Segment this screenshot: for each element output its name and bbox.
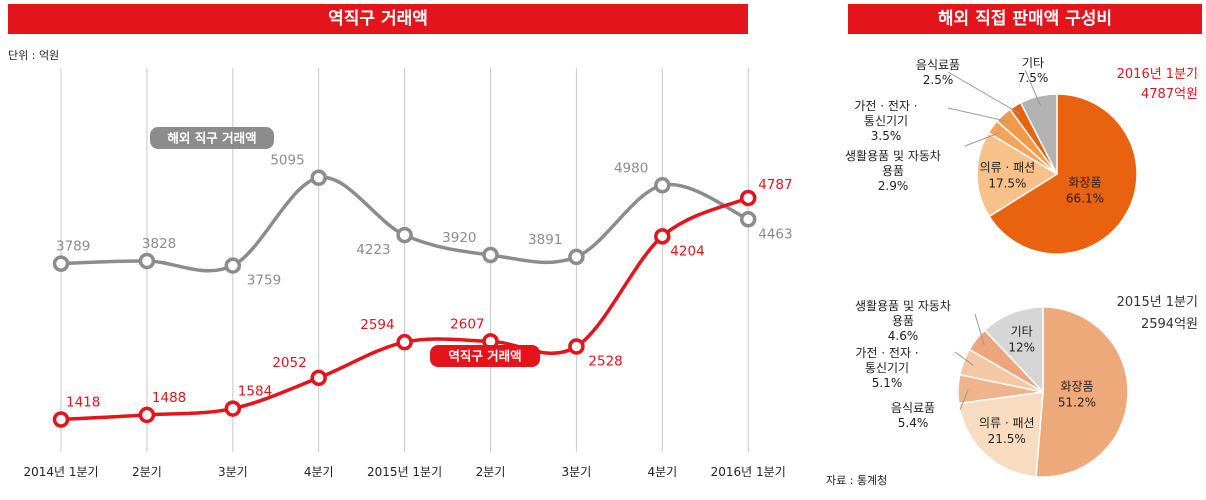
- data-point: [739, 189, 757, 207]
- data-label: 5095: [270, 153, 304, 169]
- pie1-slice-value: 17.5%: [988, 176, 1026, 190]
- pie1-slice: [976, 131, 1059, 218]
- data-point: [52, 411, 70, 428]
- pie1-slice-value: 2.5%: [923, 73, 954, 87]
- data-label: 3920: [442, 230, 476, 246]
- data-point: [654, 177, 671, 194]
- pie1-leader: [947, 107, 1010, 123]
- x-tick-label: 2분기: [476, 465, 506, 479]
- pie1-slice-value: 3.5%: [871, 129, 902, 143]
- pie2-total: 2594억원: [1141, 317, 1198, 332]
- data-label: 3789: [56, 239, 90, 255]
- pie2-leader: [954, 351, 974, 366]
- pie2-slice-value: 5.4%: [898, 416, 929, 430]
- source-label: 자료 : 통계청: [826, 474, 888, 487]
- data-point: [138, 252, 156, 270]
- x-tick-label: 4분기: [647, 465, 677, 479]
- pie1-slice-label: 생활용품 및 자동차: [845, 149, 941, 163]
- x-tick-label: 2015년 1분기: [367, 465, 442, 479]
- pie2-slice: [957, 391, 1044, 478]
- pie1-slice-value: 66.1%: [1066, 192, 1104, 206]
- x-tick-label: 3분기: [218, 465, 248, 479]
- pie2-slice-label: 기타: [1011, 324, 1033, 338]
- pie1-slice: [988, 93, 1138, 255]
- data-point: [739, 211, 757, 228]
- data-label: 2594: [360, 317, 394, 333]
- pie2-slice-value: 5.1%: [872, 376, 903, 390]
- pie1-slice-label: 통신기기: [864, 114, 908, 128]
- data-label: 3828: [142, 236, 176, 252]
- pie2-slice-label: 의류 · 패션: [979, 416, 1035, 430]
- pie2-slice-value: 12%: [1008, 340, 1035, 354]
- pie2-slice-label: 용품: [892, 314, 914, 328]
- data-point: [396, 333, 413, 351]
- data-label: 2607: [450, 316, 484, 332]
- series-tag-red: 역직구 거래액: [448, 349, 521, 364]
- pie1-slice-label: 의류 · 패션: [980, 160, 1036, 174]
- data-label: 3891: [528, 232, 562, 248]
- pie2-slice-label: 통신기기: [865, 361, 909, 375]
- pie2-slice-value: 4.6%: [888, 329, 919, 343]
- pie2-slice-label: 화장품: [1060, 379, 1093, 393]
- data-label: 4204: [670, 243, 704, 259]
- pie-chart-title: 해외 직접 판매액 구성비: [848, 4, 1202, 34]
- pie2-slice: [1035, 306, 1129, 478]
- pie2-slice-label: 음식료품: [891, 401, 935, 415]
- pie1-leader: [947, 71, 1021, 115]
- unit-label: 단위 : 억원: [8, 49, 60, 62]
- data-point: [224, 400, 242, 417]
- line-chart-title: 역직구 거래액: [8, 4, 748, 34]
- data-point: [654, 228, 671, 245]
- data-label: 2528: [588, 354, 622, 370]
- pie2-slice: [983, 306, 1044, 394]
- data-label: 4980: [614, 160, 648, 176]
- pie2-leader: [959, 389, 969, 411]
- data-label: 2052: [272, 355, 306, 371]
- data-label: 4463: [758, 226, 792, 242]
- x-tick-label: 2분기: [132, 465, 162, 479]
- pie2-slice-value: 51.2%: [1058, 395, 1096, 409]
- pie1-slice-label: 용품: [882, 164, 904, 178]
- series-tag-gray-box: [150, 127, 274, 149]
- pie1-slice-value: 7.5%: [1018, 71, 1049, 85]
- x-tick-label: 2016년 1분기: [711, 465, 786, 479]
- data-point: [224, 257, 242, 274]
- x-tick-label: 4분기: [304, 465, 334, 479]
- pie1-leader: [1024, 69, 1042, 106]
- data-point: [568, 338, 585, 355]
- data-point: [310, 369, 327, 387]
- pie1-slice-value: 2.9%: [878, 179, 909, 193]
- pie2-period: 2015년 1분기: [1117, 295, 1198, 310]
- pie1-leader: [964, 131, 1001, 147]
- pie2-leader: [974, 313, 985, 346]
- x-tick-label: 3분기: [562, 465, 592, 479]
- pie2-slice-value: 21.5%: [988, 432, 1026, 446]
- series-tag-red-box: [430, 345, 540, 367]
- data-point: [482, 246, 499, 264]
- data-label: 3759: [247, 273, 281, 289]
- x-tick-label: 2014년 1분기: [23, 465, 98, 479]
- data-point: [138, 406, 156, 424]
- data-point: [310, 169, 327, 186]
- data-label: 1418: [66, 395, 100, 411]
- data-point: [568, 248, 585, 266]
- data-label: 1488: [152, 390, 186, 406]
- pie1-slice-label: 기타: [1022, 56, 1044, 70]
- data-point: [396, 226, 413, 244]
- series-tag-gray: 해외 직구 거래액: [167, 131, 256, 146]
- pie1-total: 4787억원: [1141, 87, 1198, 102]
- pie2-slice-label: 생활용품 및 자동차: [855, 299, 951, 313]
- pie1-period: 2016년 1분기: [1117, 67, 1198, 82]
- data-label: 4787: [758, 177, 792, 193]
- pie2-slice-label: 가전 · 전자 ·: [855, 346, 918, 360]
- pie1-slice-label: 화장품: [1068, 176, 1101, 190]
- data-point: [52, 255, 70, 272]
- pie1-slice-label: 가전 · 전자 ·: [854, 99, 917, 113]
- pie1-slice-label: 음식료품: [916, 58, 960, 72]
- data-label: 1584: [238, 384, 272, 400]
- pie1-slice: [1019, 93, 1058, 175]
- data-label: 4223: [356, 242, 390, 258]
